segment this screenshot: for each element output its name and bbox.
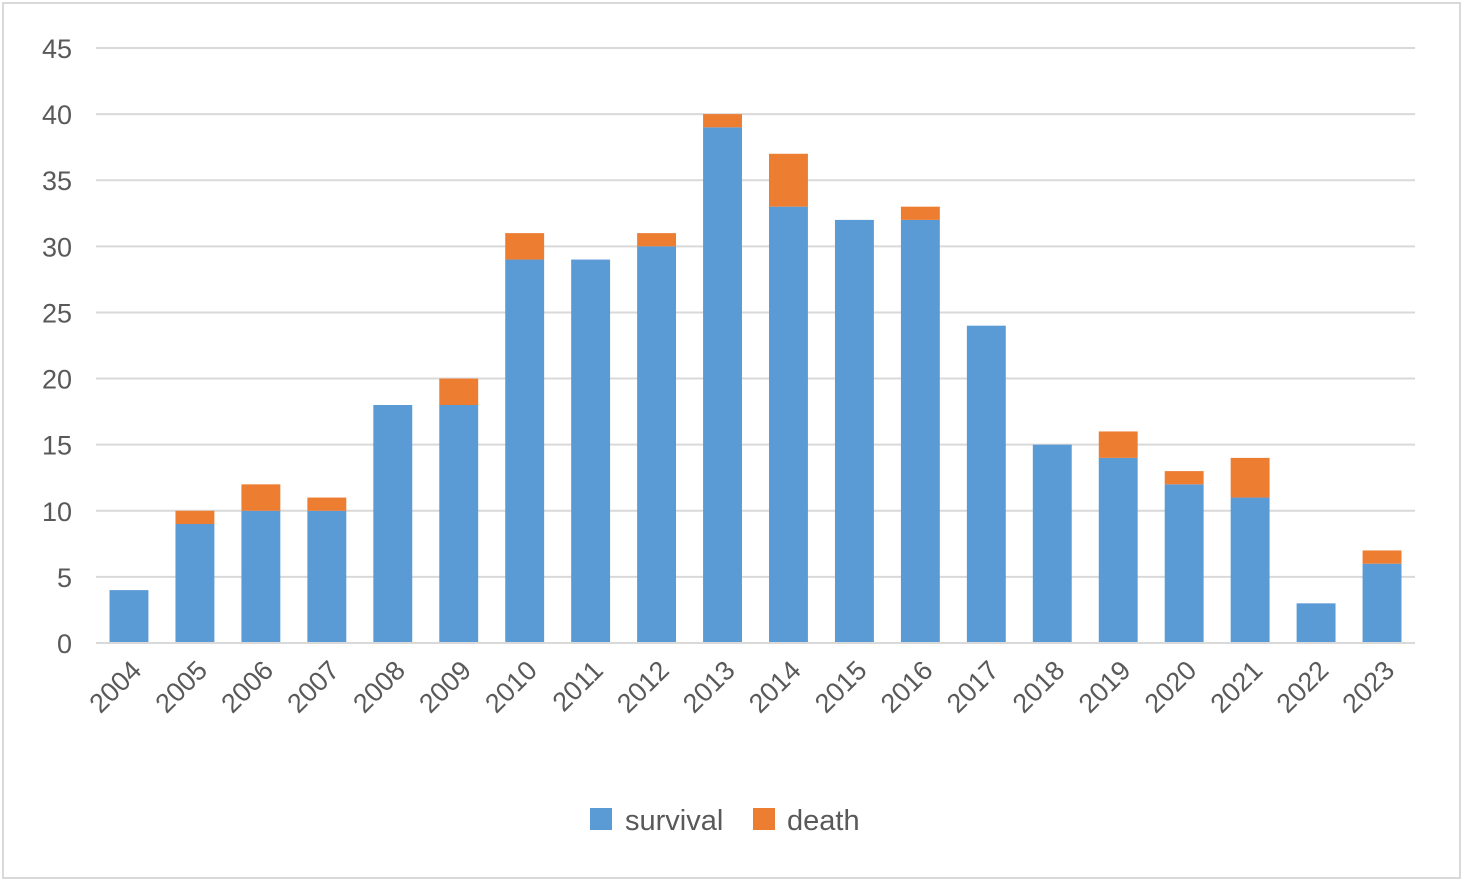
bar-death-2012 [637, 233, 677, 247]
x-tick-label: 2011 [547, 655, 609, 717]
bar-survival-2021 [1230, 497, 1270, 643]
legend-label-survival: survival [625, 805, 723, 837]
x-tick-label: 2006 [215, 655, 279, 719]
x-tick-label: 2015 [809, 655, 873, 719]
legend-label-death: death [787, 805, 860, 837]
legend-swatch-survival [590, 808, 612, 830]
bar-survival-2007 [307, 510, 347, 643]
bar-survival-2017 [966, 325, 1006, 643]
bar-death-2007 [307, 497, 347, 511]
x-tick-label: 2016 [875, 655, 939, 719]
bar-death-2016 [900, 206, 940, 220]
bar-survival-2023 [1362, 563, 1402, 643]
y-tick-label: 0 [57, 629, 72, 659]
bar-survival-2008 [373, 405, 413, 643]
x-tick-label: 2022 [1271, 655, 1335, 719]
x-axis-tick-labels: 2004 2005 2006 2007 2008 2009 2010 2011 2012 2013… [84, 655, 1401, 719]
y-tick-label: 20 [42, 365, 72, 395]
bars [109, 114, 1402, 644]
y-tick-label: 30 [42, 232, 72, 262]
bar-survival-2018 [1032, 444, 1072, 643]
bar-death-2019 [1098, 431, 1138, 458]
x-tick-label: 2004 [84, 655, 148, 719]
legend-swatch-death [753, 808, 775, 830]
bar-survival-2005 [175, 524, 215, 643]
y-tick-label: 40 [42, 100, 72, 130]
bar-survival-2006 [241, 510, 281, 643]
y-tick-label: 45 [42, 34, 72, 64]
bar-death-2009 [439, 378, 479, 405]
bar-death-2014 [769, 153, 808, 207]
x-tick-label: 2010 [479, 655, 543, 719]
x-tick-label: 2020 [1139, 655, 1203, 719]
bar-survival-2014 [769, 206, 808, 643]
y-axis-tick-labels: 0 5 10 15 20 25 30 35 40 45 [42, 34, 72, 659]
bar-survival-2022 [1296, 603, 1336, 643]
x-tick-label: 2017 [941, 655, 1005, 719]
legend: survival death [590, 805, 860, 837]
bar-death-2020 [1164, 471, 1204, 485]
x-tick-label: 2018 [1007, 655, 1071, 719]
y-tick-label: 15 [42, 431, 72, 461]
y-tick-label: 10 [42, 497, 72, 527]
y-tick-label: 35 [42, 166, 72, 196]
x-tick-label: 2005 [149, 655, 213, 719]
bar-survival-2016 [900, 219, 940, 643]
bar-survival-2010 [505, 259, 545, 643]
bar-survival-2004 [109, 590, 149, 643]
gridlines [96, 47, 1415, 578]
bar-survival-2013 [703, 127, 742, 644]
bar-death-2023 [1362, 550, 1402, 564]
bar-survival-2009 [439, 405, 479, 643]
bar-death-2010 [505, 233, 545, 260]
bar-survival-2011 [571, 259, 611, 643]
bar-survival-2012 [637, 246, 677, 644]
x-tick-label: 2014 [743, 655, 807, 719]
x-tick-label: 2013 [677, 655, 741, 719]
x-tick-label: 2012 [611, 655, 675, 719]
y-tick-label: 25 [42, 298, 72, 328]
bar-death-2021 [1230, 457, 1270, 498]
x-tick-label: 2019 [1073, 655, 1137, 719]
x-tick-label: 2023 [1337, 655, 1401, 719]
x-tick-label: 2007 [281, 655, 345, 719]
x-tick-label: 2008 [347, 655, 411, 719]
bar-death-2005 [175, 510, 215, 524]
bar-death-2006 [241, 484, 281, 511]
bar-survival-2020 [1164, 484, 1204, 643]
y-tick-label: 5 [57, 563, 72, 593]
x-tick-label: 2009 [413, 655, 477, 719]
bar-survival-2019 [1098, 457, 1138, 643]
bar-death-2013 [703, 114, 742, 128]
x-tick-label: 2021 [1205, 655, 1269, 719]
bar-survival-2015 [834, 219, 874, 643]
